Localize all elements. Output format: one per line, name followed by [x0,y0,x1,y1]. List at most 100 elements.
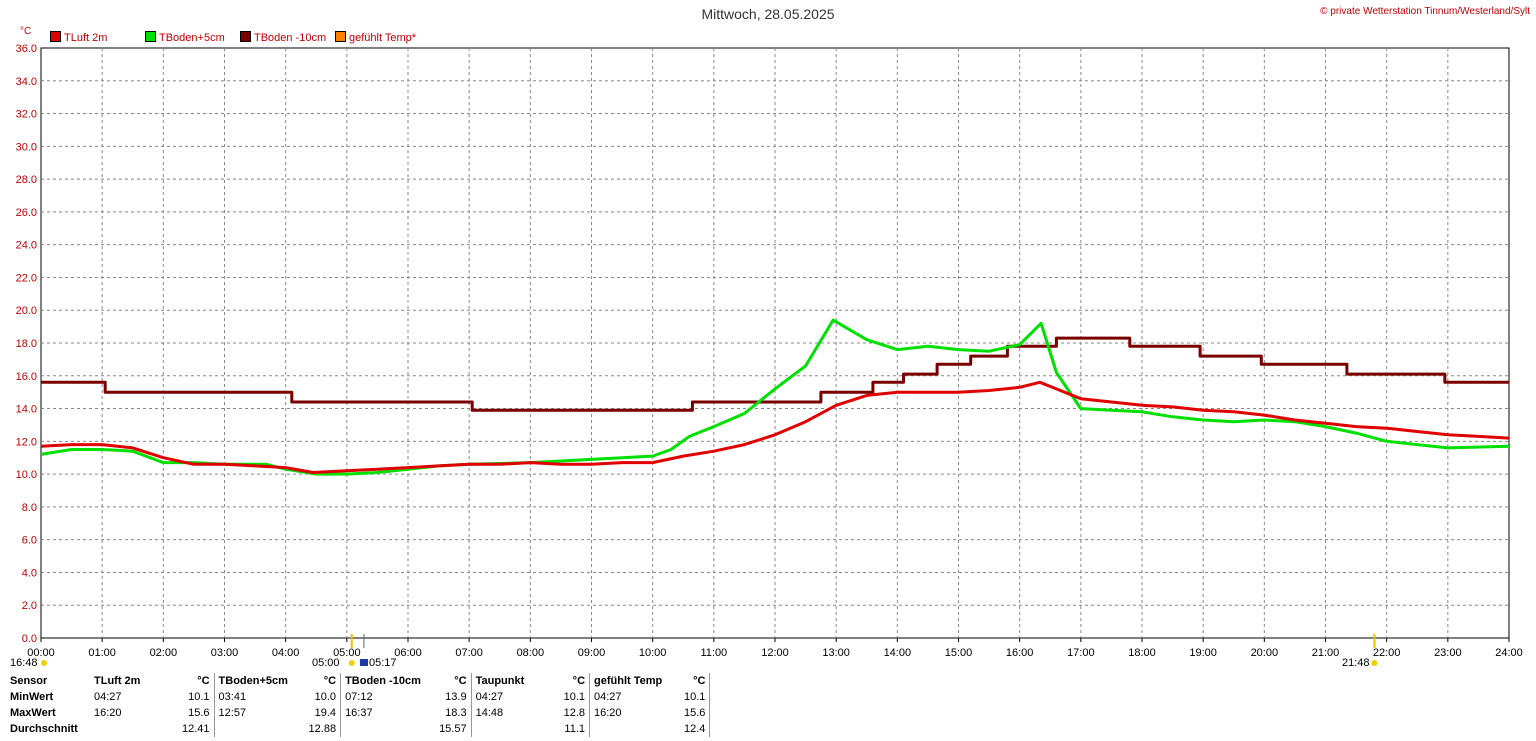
stats-time: 04:27 [475,691,504,703]
sunrise-time-label: 05:00 [312,657,340,669]
stats-row-max: MaxWert 16:20 15.6 12:57 19.4 16:37 18.3… [6,705,711,721]
legend-item: TBoden+5cm [145,31,225,44]
x-tick-label: 10:00 [639,647,667,659]
y-tick-label: 36.0 [16,43,37,55]
y-tick-label: 34.0 [16,76,37,88]
y-tick-label: 20.0 [16,305,37,317]
sunset-time-label: 21:48 [1342,657,1370,669]
stats-header-sensor: Sensor [10,675,48,687]
sun-icon [41,660,47,666]
stats-value: 10.1 [559,689,591,705]
y-tick-label: 22.0 [16,272,37,284]
x-tick-label: 03:00 [211,647,239,659]
x-tick-label: 12:00 [761,647,789,659]
stats-header-taupunkt: Taupunkt [475,675,525,687]
stats-header-unit: °C [304,673,342,689]
stats-row-avg: Durchschnitt 12.41 12.88 15.57 11.1 12.4 [6,721,711,737]
y-tick-label: 16.0 [16,371,37,383]
y-tick-label: 26.0 [16,207,37,219]
stats-value: 12.41 [178,721,215,737]
stats-value: 10.1 [178,689,215,705]
moon-icon [359,659,368,666]
x-tick-label: 05:00 [333,647,361,659]
stats-row-min: MinWert 04:27 10.1 03:41 10.0 07:12 13.9… [6,689,711,705]
sun-icon [1371,660,1378,666]
stats-table: Sensor TLuft 2m °C TBoden+5cm °C TBoden … [6,673,711,737]
legend-swatch [240,31,251,42]
x-tick-label: 17:00 [1067,647,1095,659]
x-tick-label: 23:00 [1434,647,1462,659]
stats-time: 16:20 [594,707,622,719]
x-tick-label: 19:00 [1189,647,1217,659]
x-tick-label: 24:00 [1495,647,1523,659]
stats-value: 15.57 [435,721,472,737]
y-tick-label: 30.0 [16,141,37,153]
stats-label: MinWert [10,691,54,703]
stats-value: 11.1 [559,721,591,737]
stats-time: 12:57 [218,707,247,719]
legend-swatch [50,31,61,42]
y-tick-label: 2.0 [22,600,37,612]
legend-label: TBoden -10cm [254,32,327,44]
stats-time [590,721,681,737]
x-tick-label: 08:00 [517,647,545,659]
x-tick-label: 13:00 [822,647,850,659]
y-tick-label: 24.0 [16,240,37,252]
x-tick-label: 21:00 [1312,647,1340,659]
x-tick-label: 01:00 [88,647,116,659]
x-tick-label: 14:00 [884,647,912,659]
stats-time: 14:48 [475,707,504,719]
y-tick-label: 32.0 [16,109,37,121]
stats-label: MaxWert [10,707,56,719]
stats-value: 15.6 [178,705,215,721]
x-tick-label: 02:00 [150,647,178,659]
stats-value: 19.4 [304,705,342,721]
y-tick-label: 0.0 [22,633,37,645]
stats-header-unit: °C [178,673,215,689]
stats-time [214,721,305,737]
stats-header-tboden5: TBoden+5cm [218,675,288,687]
sun-icon [348,660,355,666]
legend-label: TBoden+5cm [159,32,225,44]
stats-value: 12.88 [304,721,342,737]
stats-time: 07:12 [345,691,373,703]
y-tick-label: 14.0 [16,404,37,416]
stats-header-tluft: TLuft 2m [94,675,141,687]
stats-time [471,721,560,737]
stats-header-unit: °C [435,673,472,689]
stats-time: 03:41 [218,691,247,703]
x-tick-label: 18:00 [1128,647,1156,659]
y-tick-label: 18.0 [16,338,37,350]
y-tick-label: 6.0 [22,535,37,547]
stats-header-gefuehlt: gefühlt Temp [594,675,663,687]
stats-label: Durchschnitt [10,723,78,735]
y-tick-label: 10.0 [16,469,37,481]
legend-item: TLuft 2m [50,31,107,44]
legend-label: gefühlt Temp* [349,32,417,44]
legend-item: gefühlt Temp* [335,31,416,44]
x-tick-label: 07:00 [455,647,483,659]
left-time-label: 16:48 [10,657,38,669]
x-tick-label: 00:00 [27,647,55,659]
x-tick-label: 06:00 [394,647,422,659]
stats-value: 18.3 [435,705,472,721]
copyright-note: © private Wetterstation Tinnum/Westerlan… [1320,6,1530,17]
x-tick-label: 16:00 [1006,647,1034,659]
stats-value: 10.0 [304,689,342,705]
stats-header-row: Sensor TLuft 2m °C TBoden+5cm °C TBoden … [6,673,711,689]
y-tick-label: 4.0 [22,567,37,579]
stats-time: 16:20 [94,707,122,719]
legend-item: TBoden -10cm [240,31,326,44]
legend-swatch [145,31,156,42]
stats-value: 12.4 [680,721,711,737]
x-tick-label: 20:00 [1251,647,1279,659]
stats-time: 04:27 [94,691,122,703]
stats-header-tboden10: TBoden -10cm [345,675,421,687]
x-tick-label: 04:00 [272,647,300,659]
y-tick-label: 28.0 [16,174,37,186]
stats-time: 04:27 [594,691,622,703]
stats-time: 16:37 [345,707,373,719]
x-tick-label: 15:00 [945,647,973,659]
stats-value: 12.8 [559,705,591,721]
